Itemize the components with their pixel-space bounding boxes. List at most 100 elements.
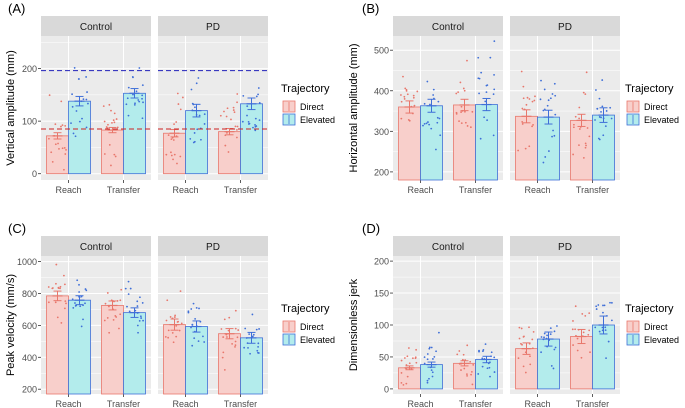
data-point [60,100,63,103]
data-point [167,329,170,332]
data-point [138,67,141,69]
data-point [423,362,426,365]
data-point [142,101,144,104]
data-point [108,143,111,146]
facet-pd: PD Reach Transfer [510,236,620,408]
data-point [597,304,600,306]
data-point [585,144,587,147]
data-point [439,134,442,137]
x-tick-label: Reach [524,185,550,195]
data-point [589,351,591,354]
data-point [226,336,228,338]
y-tick-label: 400 [22,353,37,363]
data-point [170,154,173,157]
data-point [196,128,199,131]
data-point [191,344,194,347]
data-point [556,325,558,327]
data-point [234,327,237,330]
data-point [422,124,424,127]
data-point [436,116,439,119]
data-point [198,307,200,310]
facet-strip-label: PD [558,242,572,253]
y-tick-label: 800 [22,289,37,299]
data-point [234,125,237,128]
data-point [136,300,139,303]
bar-elevated [420,105,443,181]
chart-c: (C) Peak velocity (mm/s) 200 400 600 800 1000 C… [5,221,335,408]
data-point [406,93,409,96]
data-point [47,286,50,288]
data-point [223,368,226,371]
data-point [137,99,140,101]
data-point [572,320,574,322]
data-point [423,122,426,125]
data-point [405,382,408,385]
data-point [607,340,610,343]
data-point [55,282,57,285]
data-point [553,330,556,333]
data-point [604,125,607,128]
data-point [226,131,228,134]
data-point [493,73,495,76]
data-point [571,328,574,331]
x-tick-label: Transfer [224,185,257,195]
data-point [237,329,240,331]
data-point [113,121,116,124]
y-tick-label: 100 [374,321,389,331]
data-point [257,93,259,96]
data-point [485,91,488,94]
data-point [247,120,250,123]
data-point [81,117,83,120]
bar-elevated [537,116,560,181]
data-point [127,293,130,295]
data-point [601,105,604,108]
data-point [112,319,115,321]
legend-title: Trajectory [281,303,330,315]
data-point [254,129,257,132]
data-point [435,350,437,353]
data-point [460,111,462,113]
data-point [85,76,88,78]
y-tick-label: 300 [374,127,389,137]
data-point [173,123,175,126]
data-point [131,76,134,78]
legend-label-elevated: Elevated [300,335,335,345]
facet-strip-label: PD [206,242,220,253]
data-point [195,306,198,309]
data-point [544,156,547,158]
data-point [403,98,406,100]
data-point [194,106,196,109]
data-point [113,153,116,156]
data-point [412,94,415,97]
data-point [248,333,251,336]
data-point [74,302,76,304]
data-point [466,373,468,376]
data-point [546,334,548,337]
data-point [231,342,234,345]
data-point [64,153,67,155]
data-point [234,344,237,347]
data-point [605,357,607,360]
data-point [220,328,223,330]
facet-strip-label: PD [206,22,220,33]
data-point [107,123,109,126]
data-point [176,92,179,95]
bar-direct [398,367,421,390]
data-point [573,123,575,126]
data-point [540,351,542,354]
data-point [584,146,587,149]
data-point [134,102,136,105]
data-point [84,302,86,305]
legend-title: Trajectory [625,83,674,95]
bar-direct [570,336,593,390]
data-point [139,296,141,299]
facet-control: Control Reach Transfer [393,236,503,408]
data-point [423,102,426,105]
data-point [133,103,136,106]
data-point [492,134,495,137]
data-point [234,345,236,348]
data-point [518,337,521,340]
data-point [464,121,467,124]
data-point [57,142,59,145]
data-point [232,109,235,111]
